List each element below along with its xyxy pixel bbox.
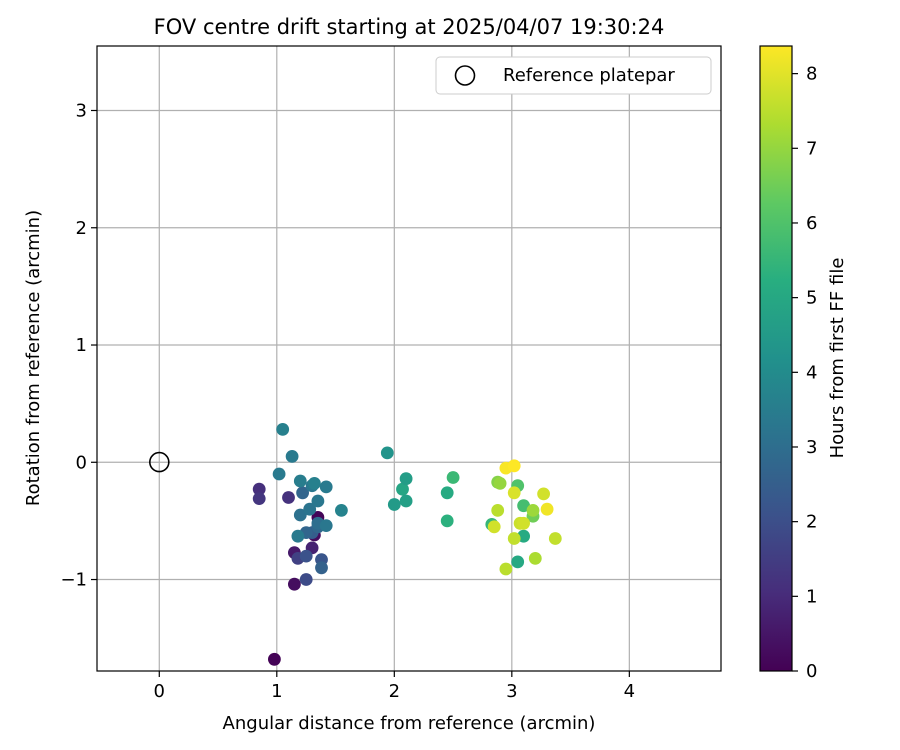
scatter-point <box>491 504 505 517</box>
scatter-point <box>282 491 295 504</box>
colorbar-tick-label: 8 <box>806 64 817 85</box>
scatter-point <box>335 504 348 517</box>
scatter-point <box>380 446 394 460</box>
legend-box <box>435 56 712 95</box>
colorbar-tick-label: 2 <box>806 512 817 533</box>
scatter-point <box>499 562 513 576</box>
x-tick-label: 0 <box>154 681 165 702</box>
scatter-point <box>526 504 540 517</box>
plot-frame <box>96 45 722 672</box>
y-axis-label: Rotation from reference (arcmin) <box>23 210 44 506</box>
colorbar-tick-label: 1 <box>806 586 817 607</box>
scatter-point <box>303 502 317 516</box>
y-tick-label: 3 <box>76 100 87 121</box>
scatter-point <box>507 486 521 500</box>
scatter-point <box>440 486 454 500</box>
plot-area: 0 1 2 3 4 −1 0 1 2 3 <box>60 45 722 702</box>
colorbar-tick-label: 7 <box>806 138 817 159</box>
scatter-point <box>440 514 454 528</box>
scatter-point <box>487 520 501 534</box>
y-axis-ticks: −1 0 1 2 3 <box>60 100 97 591</box>
scatter-point <box>315 561 328 575</box>
y-tick-label: −1 <box>60 570 87 591</box>
scatter-point <box>291 529 305 543</box>
colorbar-gradient <box>759 45 793 672</box>
legend: Reference platepar <box>435 56 712 95</box>
x-tick-label: 1 <box>271 681 282 702</box>
colorbar-ticks: 0 1 2 3 4 5 6 7 8 <box>792 64 817 682</box>
scatter-point <box>276 423 290 436</box>
colorbar-tick-label: 3 <box>806 437 817 458</box>
scatter-point <box>293 508 307 522</box>
x-tick-label: 2 <box>389 681 400 702</box>
scatter-point <box>288 577 301 591</box>
scatter-point <box>293 474 307 488</box>
scatter-point <box>528 552 542 565</box>
colorbar-tick-label: 5 <box>806 288 817 309</box>
colorbar-tick-label: 0 <box>806 661 817 682</box>
legend-label: Reference platepar <box>503 65 675 86</box>
scatter-point <box>399 472 413 486</box>
scatter-point <box>387 498 401 511</box>
scatter-point <box>517 516 530 530</box>
scatter-point <box>319 519 333 532</box>
scatter-point <box>511 555 525 569</box>
scatter-point <box>399 494 413 508</box>
colorbar: 0 1 2 3 4 5 6 7 8 Hours from first FF file <box>759 45 848 682</box>
scatter-point <box>299 549 313 563</box>
scatter-point <box>396 482 409 496</box>
scatter-point <box>446 471 460 484</box>
scatter-point <box>548 532 562 545</box>
scatter-point <box>540 502 554 516</box>
x-axis-label: Angular distance from reference (arcmin) <box>223 713 596 734</box>
x-axis-ticks: 0 1 2 3 4 <box>154 671 635 702</box>
scatter-point <box>311 494 325 508</box>
y-tick-label: 0 <box>76 452 87 473</box>
scatter-point <box>252 482 266 496</box>
y-tick-label: 2 <box>76 218 87 239</box>
reference-platepar-marker <box>149 451 170 473</box>
scatter-point <box>507 532 521 545</box>
y-tick-label: 1 <box>76 335 87 356</box>
scatter-point <box>507 459 521 473</box>
grid-lines <box>97 46 721 671</box>
scatter-point <box>272 467 286 481</box>
chart-title: FOV centre drift starting at 2025/04/07 … <box>154 15 665 39</box>
scatter-point <box>319 480 333 494</box>
colorbar-tick-label: 6 <box>806 213 817 234</box>
x-tick-label: 4 <box>624 681 635 702</box>
plot-background <box>97 46 721 671</box>
legend-marker-icon <box>454 65 476 86</box>
x-tick-label: 3 <box>506 681 517 702</box>
scatter-point <box>296 486 309 500</box>
scatter-point <box>308 477 321 490</box>
colorbar-tick-label: 4 <box>806 362 817 383</box>
scatter-point <box>252 492 266 505</box>
scatter-points <box>252 423 562 666</box>
scatter-point <box>268 652 281 666</box>
scatter-point <box>493 477 507 490</box>
scatter-point <box>299 573 313 586</box>
scatter-point <box>537 487 550 501</box>
colorbar-label: Hours from first FF file <box>827 258 848 459</box>
scatter-point <box>285 450 299 463</box>
